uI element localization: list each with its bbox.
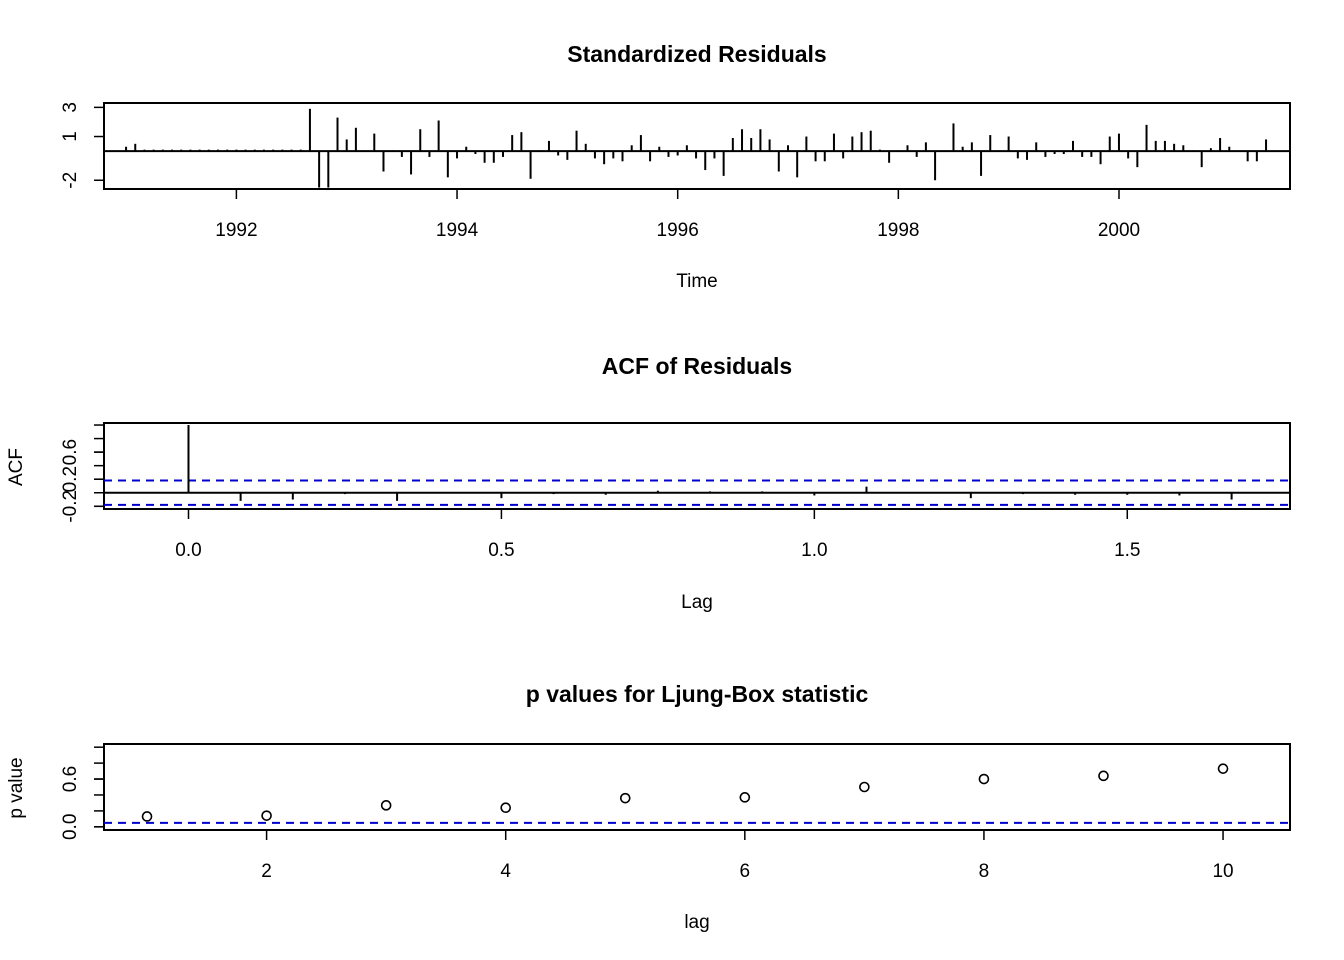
data-point [739, 792, 751, 803]
x-tick-label: 0.5 [488, 540, 514, 561]
x-tick-label: 1.5 [1114, 540, 1140, 561]
x-tick-label: 10 [1212, 861, 1233, 882]
y-tick-label: 0.6 [60, 439, 81, 465]
plot-frame [103, 743, 1291, 831]
y-tick-label: 0.0 [60, 814, 81, 840]
panel-title: p values for Ljung-Box statistic [526, 681, 869, 707]
y-tick-label: 0.2 [60, 466, 81, 492]
x-axis-label: Lag [681, 592, 713, 613]
x-tick-label: 1996 [657, 220, 699, 241]
panel-title: Standardized Residuals [567, 41, 826, 67]
x-tick-label: 1994 [436, 220, 479, 241]
x-tick-label: 8 [979, 861, 990, 882]
y-tick-label: 3 [60, 102, 81, 113]
y-tick-label: 1 [60, 131, 81, 142]
x-tick-label: 2000 [1098, 220, 1140, 241]
x-tick-label: 2 [261, 861, 272, 882]
y-tick-label: -2 [60, 172, 81, 189]
x-tick-label: 0.0 [175, 540, 201, 561]
y-tick-label: 0.6 [60, 766, 81, 792]
y-axis-label: p value [6, 757, 27, 818]
data-point [859, 781, 870, 793]
x-tick-label: 4 [500, 861, 511, 882]
data-point [500, 802, 512, 814]
x-tick-label: 1998 [877, 220, 919, 241]
plot-frame [103, 102, 1291, 190]
data-point [1098, 770, 1109, 782]
data-point [261, 810, 272, 821]
data-point [619, 792, 631, 804]
x-tick-label: 1.0 [801, 540, 827, 561]
x-tick-label: 6 [740, 861, 751, 882]
x-tick-label: 1992 [215, 220, 257, 241]
x-axis-label: Time [676, 271, 718, 292]
y-axis-label: ACF [6, 448, 27, 486]
data-point [380, 800, 392, 811]
panel-title: ACF of Residuals [602, 353, 792, 379]
plot-frame [103, 422, 1291, 510]
data-point [978, 773, 990, 785]
data-point [141, 811, 153, 822]
standardized-residuals-panel: Standardized Residuals Time 1992 1994 1996… [60, 41, 1291, 292]
acf-of-residuals-panel: ACF of Residuals Lag ACF 0.0 0.5 1.0 1.5 -0.… [6, 353, 1291, 613]
x-axis-label: lag [684, 912, 709, 933]
data-point [1217, 763, 1229, 774]
ljung-box-pvalues-panel: p values for Ljung-Box statistic lag p v… [6, 681, 1291, 933]
y-tick-label: -0.2 [60, 490, 81, 523]
